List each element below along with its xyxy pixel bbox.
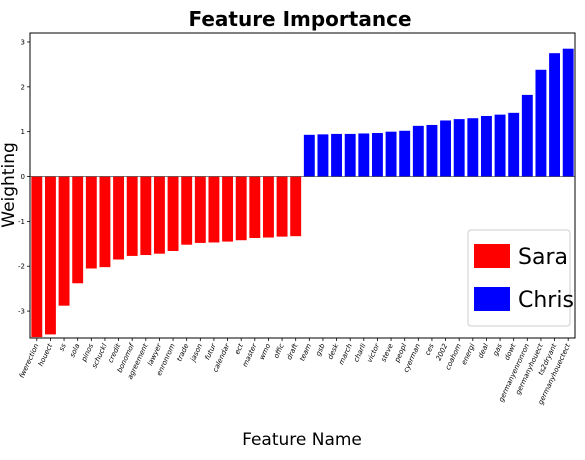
bar-charli (358, 133, 370, 177)
x-tick-label: ect (233, 342, 245, 355)
legend: Sara Chris (467, 229, 574, 327)
bar-schuckl (99, 176, 111, 268)
bar-jason (194, 176, 206, 243)
bar-germanyhouect (535, 69, 547, 177)
x-tick-label: sola (68, 342, 81, 358)
x-tick-label: wmo (258, 342, 272, 361)
bar-wmo (262, 176, 274, 238)
bar-credit (113, 176, 125, 260)
legend-label-sara: Sara (518, 245, 568, 270)
x-tick-label: jason (189, 342, 205, 363)
y-tick-label: 1 (21, 128, 25, 136)
bar-germanyenronron (521, 94, 533, 177)
bar-cyerman (412, 125, 424, 177)
y-tick-label: -3 (18, 308, 25, 316)
x-tick-label: deal (477, 342, 491, 359)
bar-victor (371, 133, 383, 177)
bar-steve (385, 131, 397, 177)
bar-lawyer (153, 176, 165, 254)
bar-trade (181, 176, 193, 245)
bar-energi (467, 118, 479, 177)
bar-ces (426, 124, 438, 177)
y-axis-ticks: -3 -2 -1 0 1 2 3 (18, 38, 30, 316)
bar-houect (44, 176, 56, 335)
y-tick-label: 2 (21, 83, 25, 91)
bar-ts2dryant (549, 53, 561, 177)
legend-label-chris: Chris (518, 288, 574, 313)
legend-swatch-sara (474, 244, 510, 268)
bar-gsb (317, 134, 329, 177)
bar-germanyhouectect (562, 48, 574, 177)
bar-agreement (140, 176, 152, 256)
x-tick-label: fwerection (18, 342, 41, 379)
bar-offic (276, 176, 288, 237)
bar-coahom (453, 119, 465, 177)
bar-2002 (440, 120, 452, 177)
bar-gas (494, 114, 506, 177)
bar-series (31, 48, 574, 338)
x-axis-label: Feature Name (242, 430, 362, 450)
bar-pinos (85, 176, 97, 269)
x-tick-label: team (298, 342, 313, 362)
bar-ss (58, 176, 70, 306)
x-tick-label: offic (272, 342, 286, 359)
bar-peopl (399, 130, 411, 177)
bar-futur (208, 176, 220, 243)
bar-dowt (508, 112, 520, 177)
bar-team (303, 134, 315, 177)
x-tick-label: gsb (314, 342, 327, 357)
bar-desk (331, 133, 343, 177)
y-tick-label: -1 (18, 218, 25, 226)
bar-march (344, 133, 356, 177)
bar-bonomof (126, 176, 138, 256)
legend-swatch-chris (474, 287, 510, 311)
x-tick-label: gas (491, 342, 504, 357)
y-axis-label: Weighting (0, 142, 19, 228)
bar-draft (290, 176, 302, 237)
bar-master (249, 176, 261, 238)
x-tick-label: ces (424, 342, 436, 356)
bar-enronrom (167, 176, 179, 251)
x-tick-label: ss (58, 342, 68, 352)
y-tick-label: -2 (18, 263, 25, 271)
plot-area-frame (29, 32, 576, 339)
y-tick-label: 0 (21, 173, 25, 181)
bar-fwerection (31, 176, 43, 338)
y-tick-label: 3 (21, 38, 25, 46)
bar-deal (480, 115, 492, 177)
bar-ect (235, 176, 247, 241)
bar-sola (72, 176, 84, 284)
bar-calendar (222, 176, 234, 242)
chart-title: Feature Importance (188, 7, 411, 31)
